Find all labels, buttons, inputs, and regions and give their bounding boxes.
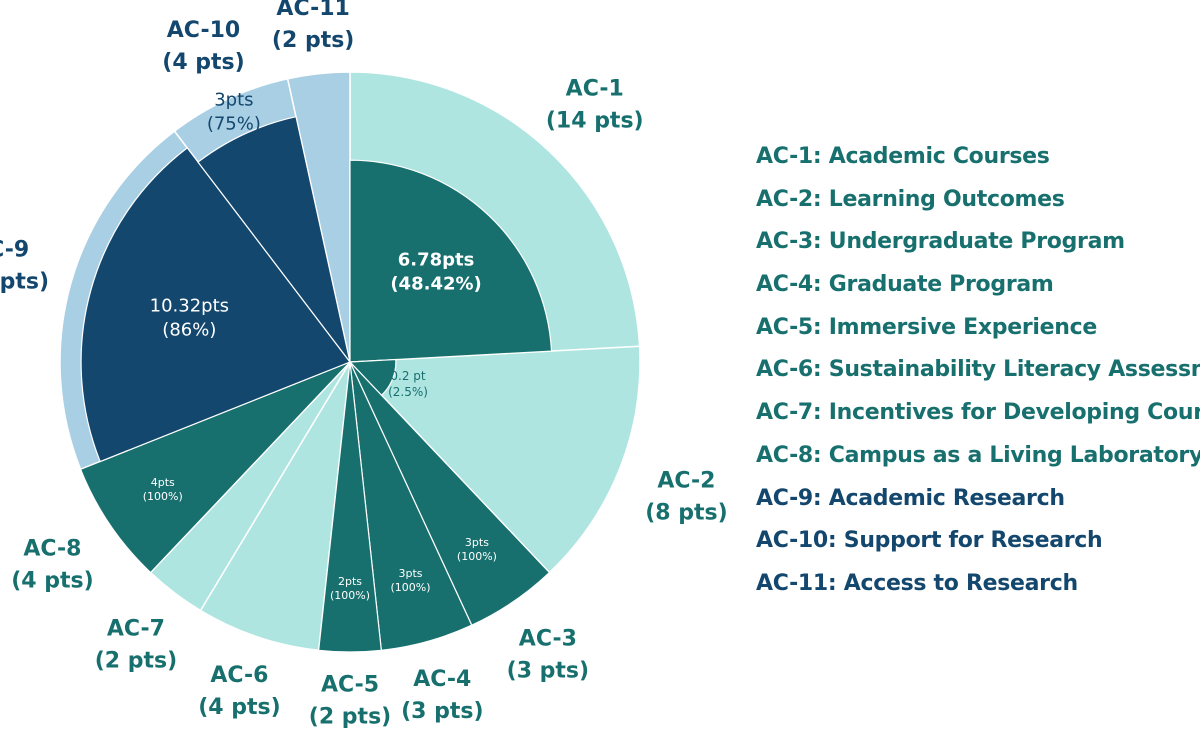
slice-label-ac-4-line: (3 pts): [401, 699, 483, 724]
slice-label-ac-11: AC-11 (2 pts): [272, 0, 354, 53]
slice-label-ac-11-line: AC-11: [276, 0, 349, 21]
slice-label-ac-1: AC-1 (14 pts): [546, 76, 644, 133]
slice-label-ac-5: AC-5 (2 pts): [309, 673, 391, 730]
slice-label-ac-8-line: (4 pts): [11, 569, 93, 594]
slice-label-ac-2: AC-2 (8 pts): [645, 469, 727, 526]
slice-label-ac-9-line: AC-9: [0, 238, 29, 263]
slice-label-ac-6-line: AC-6: [210, 663, 268, 688]
earned-label-ac-9: 10.32pts (86%): [150, 296, 229, 341]
slice-label-ac-7: AC-7 (2 pts): [95, 616, 177, 673]
earned-slice-ac-9: [80, 147, 351, 463]
legend-item-ac-8: AC-8: Campus as a Living Laboratory: [756, 442, 1200, 468]
legend-item-ac-2: AC-2: Learning Outcomes: [756, 186, 1065, 212]
earned-label-ac-4: 3pts (100%): [390, 567, 430, 594]
slice-label-ac-8: AC-8 (4 pts): [11, 537, 93, 594]
slice-label-ac-8-line: AC-8: [23, 537, 81, 562]
earned-label-ac-3-line: (100%): [457, 550, 497, 563]
slice-label-ac-3-line: (3 pts): [507, 659, 589, 684]
earned-label-ac-2-line: (2.5%): [388, 385, 428, 399]
legend-item-ac-4: AC-4: Graduate Program: [756, 272, 1054, 298]
earned-label-ac-5-line: (100%): [330, 589, 370, 602]
slice-label-ac-3-line: AC-3: [519, 627, 577, 652]
legend-item-ac-5: AC-5: Immersive Experience: [756, 314, 1097, 340]
earned-label-ac-5-line: 2pts: [338, 575, 362, 588]
earned-label-ac-8: 4pts (100%): [143, 476, 183, 503]
slice-label-ac-2-line: (8 pts): [645, 501, 727, 526]
legend-item-ac-10: AC-10: Support for Research: [756, 528, 1103, 554]
legend: AC-1: Academic Courses AC-2: Learning Out…: [756, 136, 1200, 606]
slice-label-ac-1-line: AC-1: [566, 76, 624, 101]
earned-label-ac-2: 0.2 pt (2.5%): [388, 369, 428, 399]
earned-label-ac-10: 3pts (75%): [207, 89, 261, 134]
earned-label-ac-9-line: (86%): [162, 320, 216, 341]
earned-label-ac-1-line: 6.78pts: [398, 250, 475, 271]
earned-label-ac-4-line: 3pts: [398, 567, 422, 580]
legend-item-ac-1: AC-1: Academic Courses: [756, 144, 1050, 169]
earned-slice-ac-1: [349, 159, 553, 363]
earned-label-ac-5: 2pts (100%): [330, 575, 370, 602]
legend-item-ac-11: AC-11: Access to Research: [756, 570, 1078, 596]
slice-label-ac-10-line: AC-10: [167, 18, 240, 43]
earned-label-ac-9-line: 10.32pts: [150, 296, 229, 317]
slice-label-ac-9: AC-9 (12 pts): [0, 238, 49, 295]
earned-label-ac-3-line: 3pts: [465, 536, 489, 549]
pie-chart: 6.78pts (48.42%)0.2 pt (2.5%)3pts (100%)3pt…: [0, 0, 728, 730]
slice-label-ac-4: AC-4 (3 pts): [401, 667, 483, 724]
earned-label-ac-1: 6.78pts (48.42%): [390, 250, 481, 295]
slice-label-ac-6: AC-6 (4 pts): [198, 663, 280, 720]
slice-label-ac-6-line: (4 pts): [198, 695, 280, 720]
legend-item-ac-6: AC-6: Sustainability Literacy Assessment: [756, 357, 1200, 383]
slice-label-ac-3: AC-3 (3 pts): [507, 627, 589, 684]
slice-label-ac-7-line: AC-7: [107, 616, 165, 641]
legend-item-ac-3: AC-3: Undergraduate Program: [756, 229, 1125, 255]
slice-label-ac-5-line: (2 pts): [309, 705, 391, 730]
earned-label-ac-8-line: (100%): [143, 490, 183, 503]
earned-label-ac-3: 3pts (100%): [457, 536, 497, 563]
slice-label-ac-5-line: AC-5: [321, 673, 379, 698]
slice-label-ac-1-line: (14 pts): [546, 108, 644, 133]
slice-label-ac-10: AC-10 (4 pts): [162, 18, 244, 75]
earned-label-ac-10-line: 3pts: [214, 89, 253, 110]
earned-slice-ac-5: [317, 361, 383, 653]
slice-label-ac-10-line: (4 pts): [162, 50, 244, 75]
earned-label-ac-8-line: 4pts: [151, 476, 175, 489]
earned-slice-ac-8: [79, 361, 351, 574]
slice-label-ac-11-line: (2 pts): [272, 28, 354, 53]
legend-item-ac-7: AC-7: Incentives for Developing Courses: [756, 400, 1200, 426]
legend-item-ac-9: AC-9: Academic Research: [756, 485, 1065, 511]
outer-slice-ac-2: [348, 345, 641, 574]
slice-label-ac-9-line: (12 pts): [0, 270, 49, 295]
outer-slice-ac-6: [199, 361, 351, 652]
earned-label-ac-4-line: (100%): [390, 581, 430, 594]
earned-label-ac-10-line: (75%): [207, 113, 261, 134]
earned-label-ac-1-line: (48.42%): [390, 274, 481, 295]
slice-label-ac-4-line: AC-4: [413, 667, 471, 692]
slice-label-ac-2-line: AC-2: [657, 469, 715, 494]
earned-slice-ac-10: [197, 116, 351, 363]
slice-label-ac-7-line: (2 pts): [95, 648, 177, 673]
earned-label-ac-2-line: 0.2 pt: [390, 369, 426, 383]
